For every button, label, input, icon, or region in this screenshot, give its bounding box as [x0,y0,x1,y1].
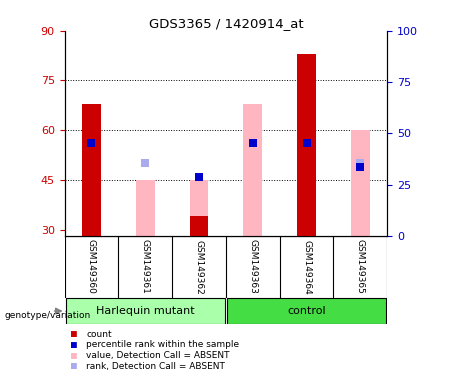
Text: GSM149363: GSM149363 [248,240,257,294]
Text: Harlequin mutant: Harlequin mutant [96,306,195,316]
Text: GSM149361: GSM149361 [141,240,150,294]
Text: GSM149360: GSM149360 [87,240,96,294]
Title: GDS3365 / 1420914_at: GDS3365 / 1420914_at [148,17,303,30]
Bar [351,130,370,236]
Bar [136,180,154,236]
Text: ■: ■ [71,361,77,371]
Point [357,160,364,166]
Point [249,140,256,146]
Point [195,174,203,180]
Bar [189,216,208,236]
Bar [297,54,316,236]
Point [249,140,256,146]
Text: GSM149362: GSM149362 [195,240,203,294]
Point [88,140,95,146]
Text: ■: ■ [71,329,77,339]
Bar [189,180,208,236]
Text: rank, Detection Call = ABSENT: rank, Detection Call = ABSENT [86,362,225,371]
Bar [297,104,316,236]
Point [357,164,364,170]
Bar [227,298,386,324]
Text: genotype/variation: genotype/variation [5,311,91,320]
Text: control: control [287,306,326,316]
Bar [82,104,101,236]
Text: ■: ■ [71,340,77,350]
Bar [243,104,262,236]
Text: GSM149365: GSM149365 [356,240,365,294]
Text: count: count [86,329,112,339]
Text: GSM149364: GSM149364 [302,240,311,294]
Text: value, Detection Call = ABSENT: value, Detection Call = ABSENT [86,351,230,360]
Point [303,140,310,146]
Bar [65,298,225,324]
Text: ■: ■ [71,351,77,361]
Text: percentile rank within the sample: percentile rank within the sample [86,340,239,349]
Point [142,160,149,166]
